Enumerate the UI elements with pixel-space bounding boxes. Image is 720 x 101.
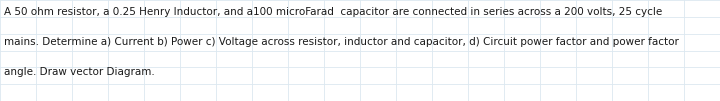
Text: A 50 ohm resistor, a 0.25 Henry Inductor, and a100 microFarad  capacitor are con: A 50 ohm resistor, a 0.25 Henry Inductor… xyxy=(4,7,662,17)
Text: angle. Draw vector Diagram.: angle. Draw vector Diagram. xyxy=(4,67,154,77)
Text: mains. Determine a) Current b) Power c) Voltage across resistor, inductor and ca: mains. Determine a) Current b) Power c) … xyxy=(4,37,678,47)
